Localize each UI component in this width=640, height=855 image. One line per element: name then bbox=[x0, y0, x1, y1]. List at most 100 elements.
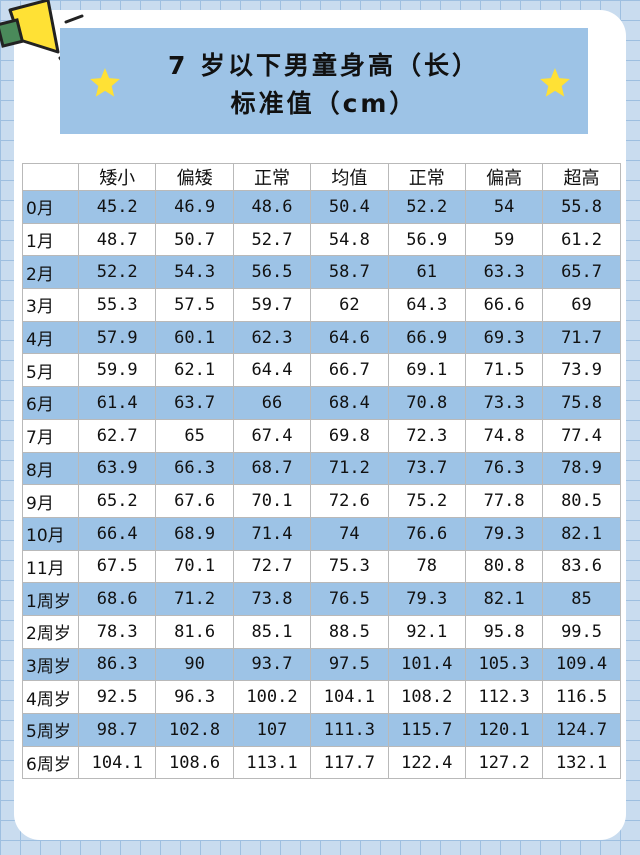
value-cell: 73.9 bbox=[542, 353, 621, 388]
age-cell: 1周岁 bbox=[22, 582, 79, 616]
value-cell: 78.9 bbox=[542, 451, 621, 486]
table-row: 7月 62.7 65 67.4 69.8 72.3 74.8 77.4 bbox=[22, 418, 621, 453]
header-age bbox=[22, 163, 79, 191]
age-cell: 6周岁 bbox=[22, 745, 79, 780]
value-cell: 73.3 bbox=[464, 386, 544, 420]
value-cell: 61.2 bbox=[542, 222, 621, 257]
value-cell: 132.1 bbox=[542, 745, 621, 780]
value-cell: 48.7 bbox=[77, 222, 157, 257]
value-cell: 105.3 bbox=[464, 647, 544, 682]
age-cell: 1月 bbox=[22, 222, 79, 257]
age-cell: 4月 bbox=[22, 320, 79, 355]
value-cell: 69.1 bbox=[387, 353, 466, 388]
value-cell: 67.5 bbox=[77, 549, 157, 584]
age-cell: 4周岁 bbox=[22, 680, 79, 714]
value-cell: 96.3 bbox=[155, 680, 234, 714]
value-cell: 79.3 bbox=[387, 582, 466, 616]
table-row: 10月 66.4 68.9 71.4 74 76.6 79.3 82.1 bbox=[22, 516, 621, 551]
value-cell: 82.1 bbox=[542, 516, 621, 551]
value-cell: 65 bbox=[155, 418, 234, 453]
value-cell: 65.7 bbox=[542, 255, 621, 290]
table-row: 1月 48.7 50.7 52.7 54.8 56.9 59 61.2 bbox=[22, 222, 621, 257]
value-cell: 72.6 bbox=[310, 484, 389, 518]
value-cell: 107 bbox=[232, 713, 312, 747]
value-cell: 59.7 bbox=[232, 288, 312, 322]
value-cell: 74.8 bbox=[464, 418, 544, 453]
table-row: 8月 63.9 66.3 68.7 71.2 73.7 76.3 78.9 bbox=[22, 451, 621, 486]
value-cell: 54.3 bbox=[155, 255, 234, 290]
value-cell: 80.5 bbox=[542, 484, 621, 518]
age-cell: 3月 bbox=[22, 288, 79, 322]
value-cell: 60.1 bbox=[155, 320, 234, 355]
value-cell: 68.4 bbox=[310, 386, 389, 420]
value-cell: 62.3 bbox=[232, 320, 312, 355]
header-tall: 偏高 bbox=[464, 163, 544, 191]
value-cell: 117.7 bbox=[310, 745, 389, 780]
value-cell: 69.3 bbox=[464, 320, 544, 355]
value-cell: 55.3 bbox=[77, 288, 157, 322]
value-cell: 52.7 bbox=[232, 222, 312, 257]
value-cell: 69.8 bbox=[310, 418, 389, 453]
value-cell: 68.7 bbox=[232, 451, 312, 486]
age-cell: 9月 bbox=[22, 484, 79, 518]
value-cell: 108.6 bbox=[155, 745, 234, 780]
table-row: 9月 65.2 67.6 70.1 72.6 75.2 77.8 80.5 bbox=[22, 484, 621, 518]
value-cell: 95.8 bbox=[464, 614, 544, 649]
value-cell: 66.3 bbox=[155, 451, 234, 486]
value-cell: 62.7 bbox=[77, 418, 157, 453]
value-cell: 79.3 bbox=[464, 516, 544, 551]
value-cell: 70.1 bbox=[232, 484, 312, 518]
value-cell: 81.6 bbox=[155, 614, 234, 649]
age-cell: 5周岁 bbox=[22, 713, 79, 747]
value-cell: 52.2 bbox=[387, 190, 466, 224]
value-cell: 67.6 bbox=[155, 484, 234, 518]
value-cell: 83.6 bbox=[542, 549, 621, 584]
value-cell: 102.8 bbox=[155, 713, 234, 747]
age-cell: 6月 bbox=[22, 386, 79, 420]
value-cell: 75.2 bbox=[387, 484, 466, 518]
age-cell: 2周岁 bbox=[22, 614, 79, 649]
value-cell: 122.4 bbox=[387, 745, 466, 780]
value-cell: 73.7 bbox=[387, 451, 466, 486]
value-cell: 61 bbox=[387, 255, 466, 290]
value-cell: 63.9 bbox=[77, 451, 157, 486]
age-cell: 11月 bbox=[22, 549, 79, 584]
value-cell: 56.9 bbox=[387, 222, 466, 257]
age-cell: 5月 bbox=[22, 353, 79, 388]
table-row: 4周岁 92.5 96.3 100.2 104.1 108.2 112.3 116.5 bbox=[22, 680, 621, 714]
value-cell: 82.1 bbox=[464, 582, 544, 616]
header-very-tall: 超高 bbox=[542, 163, 621, 191]
value-cell: 74 bbox=[310, 516, 389, 551]
table-row: 5周岁 98.7 102.8 107 111.3 115.7 120.1 124.7 bbox=[22, 713, 621, 747]
value-cell: 77.8 bbox=[464, 484, 544, 518]
value-cell: 64.6 bbox=[310, 320, 389, 355]
value-cell: 68.6 bbox=[77, 582, 157, 616]
value-cell: 54 bbox=[464, 190, 544, 224]
value-cell: 71.4 bbox=[232, 516, 312, 551]
value-cell: 112.3 bbox=[464, 680, 544, 714]
value-cell: 88.5 bbox=[310, 614, 389, 649]
value-cell: 92.5 bbox=[77, 680, 157, 714]
page-title: 7 岁以下男童身高（长） bbox=[167, 51, 481, 80]
value-cell: 78 bbox=[387, 549, 466, 584]
value-cell: 73.8 bbox=[232, 582, 312, 616]
value-cell: 64.4 bbox=[232, 353, 312, 388]
age-cell: 2月 bbox=[22, 255, 79, 290]
value-cell: 59.9 bbox=[77, 353, 157, 388]
star-icon bbox=[90, 68, 120, 97]
value-cell: 116.5 bbox=[542, 680, 621, 714]
value-cell: 59 bbox=[464, 222, 544, 257]
table-body: 0月 45.2 46.9 48.6 50.4 52.2 54 55.8 1月 48.7 50.7 52… bbox=[22, 190, 621, 780]
value-cell: 66.9 bbox=[387, 320, 466, 355]
value-cell: 70.8 bbox=[387, 386, 466, 420]
table-row: 2月 52.2 54.3 56.5 58.7 61 63.3 65.7 bbox=[22, 255, 621, 290]
value-cell: 71.2 bbox=[310, 451, 389, 486]
value-cell: 63.7 bbox=[155, 386, 234, 420]
value-cell: 77.4 bbox=[542, 418, 621, 453]
age-cell: 7月 bbox=[22, 418, 79, 453]
table-row: 6月 61.4 63.7 66 68.4 70.8 73.3 75.8 bbox=[22, 386, 621, 420]
value-cell: 64.3 bbox=[387, 288, 466, 322]
value-cell: 75.8 bbox=[542, 386, 621, 420]
header-normal-low: 正常 bbox=[232, 163, 312, 191]
table-row: 4月 57.9 60.1 62.3 64.6 66.9 69.3 71.7 bbox=[22, 320, 621, 355]
